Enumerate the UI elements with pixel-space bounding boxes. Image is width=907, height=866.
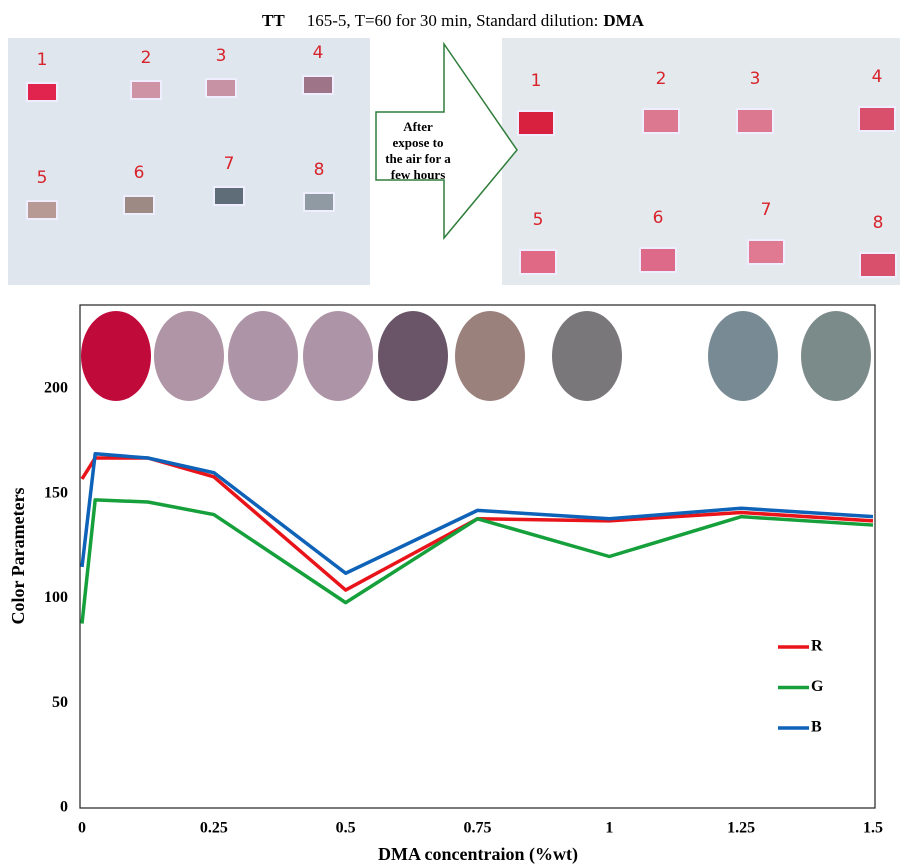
x-tick-label: 1.5 <box>863 820 883 837</box>
swatch <box>378 311 448 401</box>
title-lead: TT <box>262 11 285 30</box>
sample-patch <box>206 79 236 97</box>
sample-patch <box>214 187 244 205</box>
sample-number: 8 <box>314 160 325 180</box>
sample-number: 3 <box>750 69 761 89</box>
sample-number: 1 <box>531 71 542 91</box>
sample-patch <box>859 107 895 131</box>
arrow-text: few hours <box>391 167 446 182</box>
x-tick-label: 0.5 <box>336 820 356 837</box>
sample-patch <box>518 111 554 135</box>
series-line <box>82 458 873 590</box>
sample-number: 1 <box>37 50 48 70</box>
color-swatches <box>81 311 871 401</box>
sample-number: 6 <box>134 163 145 183</box>
y-tick-label: 200 <box>44 380 68 397</box>
sample-number: 6 <box>653 208 664 228</box>
sample-patch <box>27 83 57 101</box>
arrow-text: expose to <box>393 135 444 150</box>
swatch <box>303 311 373 401</box>
sample-number: 5 <box>533 210 544 230</box>
x-axis-label: DMA concentraion (%wt) <box>378 844 578 865</box>
y-tick-label: 100 <box>44 589 68 606</box>
title-tail: DMA <box>603 11 644 30</box>
y-tick-label: 0 <box>60 799 68 816</box>
series-line <box>82 500 873 624</box>
x-tick-label: 0.25 <box>200 820 228 837</box>
sample-number: 2 <box>141 48 152 68</box>
x-tick-label: 1 <box>605 820 613 837</box>
arrow-text: the air for a <box>385 151 451 166</box>
sample-patch <box>860 253 896 277</box>
sample-number: 7 <box>224 154 235 174</box>
sample-number: 7 <box>761 200 772 220</box>
sample-number: 4 <box>872 67 883 87</box>
x-tick-label: 1.25 <box>727 820 755 837</box>
sample-patch <box>640 248 676 272</box>
sample-patch <box>737 109 773 133</box>
y-tick-label: 50 <box>52 694 68 711</box>
swatch <box>228 311 298 401</box>
y-tick-label: 150 <box>44 484 68 501</box>
swatch <box>552 311 622 401</box>
figure-title: TT 165-5, T=60 for 30 min, Standard dilut… <box>262 11 645 30</box>
figure: TT 165-5, T=60 for 30 min, Standard dilut… <box>0 0 907 866</box>
after-photo <box>502 38 900 285</box>
swatch <box>154 311 224 401</box>
sample-patch <box>520 250 556 274</box>
sample-patch <box>643 109 679 133</box>
legend-label: G <box>811 678 824 695</box>
sample-number: 3 <box>216 46 227 66</box>
y-axis-label: Color Parameters <box>8 487 28 624</box>
sample-number: 4 <box>313 43 324 63</box>
legend-label: R <box>811 638 823 655</box>
sample-number: 5 <box>37 168 48 188</box>
sample-patch <box>131 81 161 99</box>
plot: 0 50 100 150 200 0 0.25 0.5 0.75 1 1.25 1.5 R G B <box>44 380 883 837</box>
sample-patch <box>27 201 57 219</box>
legend-label: B <box>811 719 822 736</box>
sample-number: 2 <box>656 69 667 89</box>
title-text: 165-5, T=60 for 30 min, Standard dilutio… <box>307 11 599 30</box>
x-tick-label: 0.75 <box>464 820 492 837</box>
swatch <box>708 311 778 401</box>
swatch <box>455 311 525 401</box>
page: TT 165-5, T=60 for 30 min, Standard dilut… <box>0 0 907 866</box>
swatch <box>801 311 871 401</box>
swatch <box>81 311 151 401</box>
sample-patch <box>748 240 784 264</box>
sample-patch <box>124 196 154 214</box>
sample-patch <box>303 76 333 94</box>
sample-number: 8 <box>873 213 884 233</box>
arrow-text: After <box>403 119 433 134</box>
sample-patch <box>304 193 334 211</box>
x-tick-label: 0 <box>78 820 86 837</box>
